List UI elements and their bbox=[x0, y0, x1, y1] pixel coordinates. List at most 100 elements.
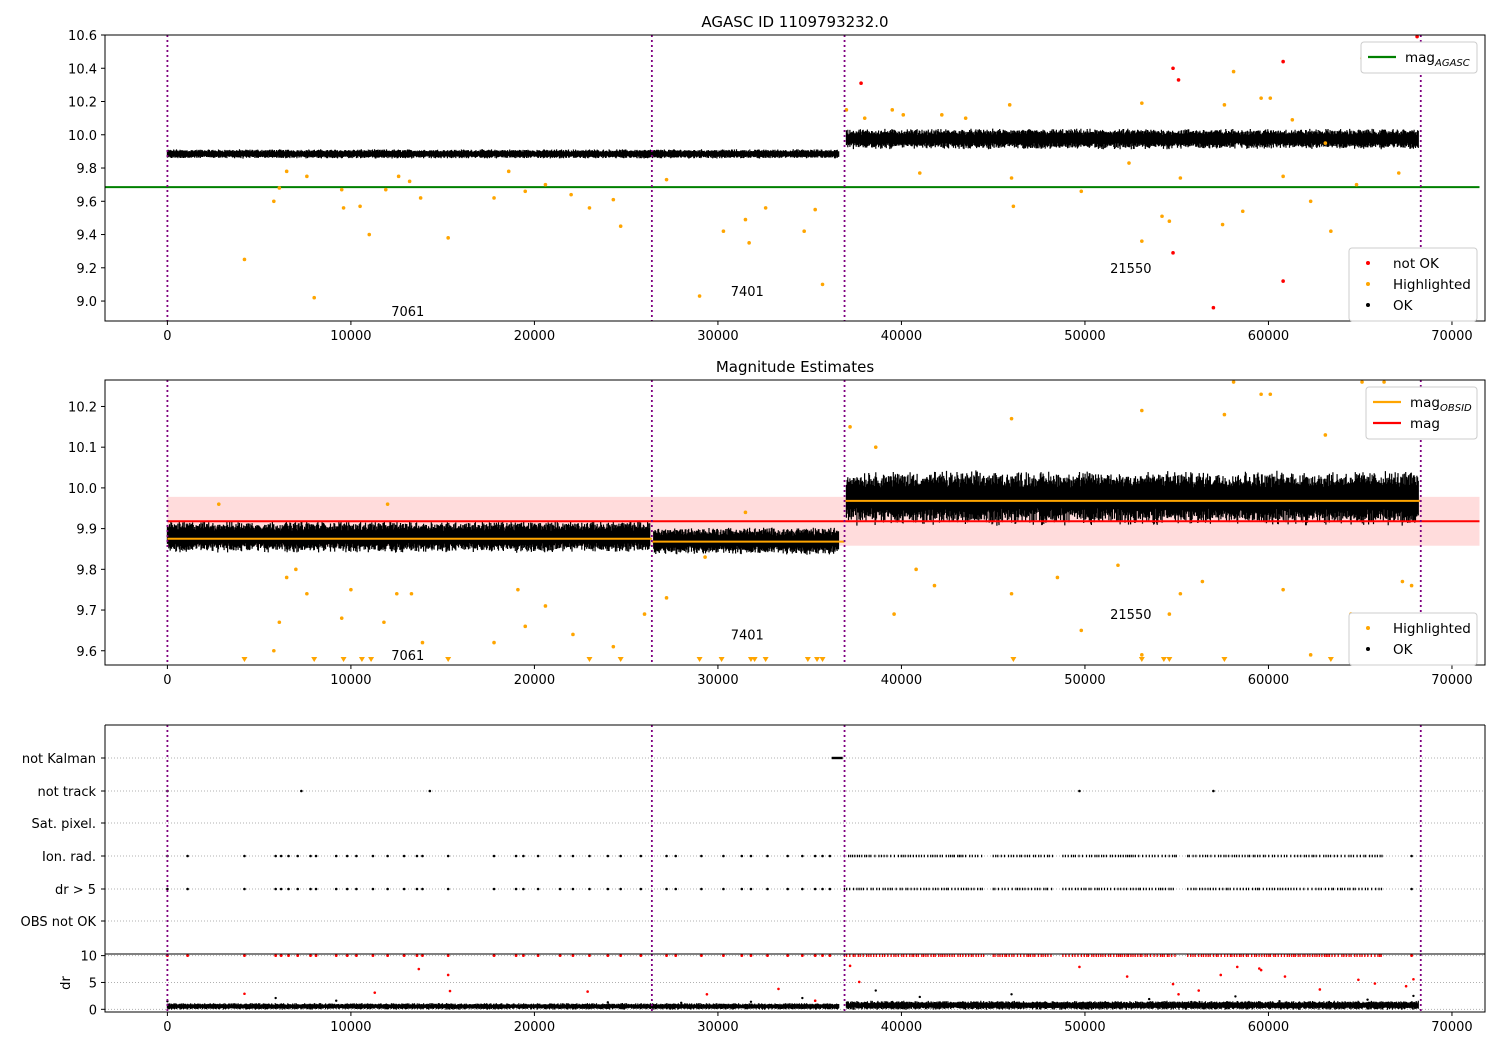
dr-ok-point bbox=[918, 995, 921, 999]
y-tick-label: 10.4 bbox=[68, 62, 97, 77]
highlighted-point bbox=[1323, 433, 1328, 437]
dr-ok-point bbox=[1278, 1000, 1281, 1003]
x-tick-label: 20000 bbox=[514, 673, 555, 688]
flag-point bbox=[514, 854, 518, 858]
below-range-marker bbox=[445, 657, 452, 662]
flag-point bbox=[665, 887, 668, 891]
dr-clipped-cluster bbox=[1062, 954, 1176, 958]
legend-dot-swatch bbox=[1366, 282, 1370, 286]
flag-point bbox=[355, 854, 358, 858]
x-tick-label: 60000 bbox=[1248, 673, 1289, 688]
dr-clipped-point bbox=[536, 954, 540, 958]
flag-point bbox=[314, 887, 318, 891]
dr-clipped-point bbox=[402, 954, 406, 958]
highlighted-point bbox=[1127, 161, 1131, 165]
y-tick-label: 10.0 bbox=[68, 129, 97, 144]
highlighted-point bbox=[1268, 392, 1273, 397]
flag-point bbox=[619, 887, 622, 891]
below-range-marker bbox=[1010, 657, 1017, 662]
highlighted-point bbox=[932, 583, 937, 588]
below-range-marker bbox=[1160, 657, 1167, 662]
dr-not-ok-point bbox=[1171, 982, 1175, 986]
highlighted-point bbox=[1354, 182, 1359, 187]
obsid-label: 7061 bbox=[391, 305, 424, 320]
panel-title: Magnitude Estimates bbox=[716, 358, 874, 376]
highlighted-point bbox=[349, 587, 353, 592]
legend-box bbox=[1365, 386, 1478, 440]
obsid-label: 21550 bbox=[1110, 262, 1151, 277]
y-tick-label: 10.2 bbox=[68, 400, 97, 415]
highlighted-point bbox=[1231, 380, 1236, 384]
below-range-marker bbox=[1166, 657, 1173, 662]
not-ok-point bbox=[1211, 305, 1216, 310]
flag-point bbox=[821, 854, 824, 858]
highlighted-point bbox=[523, 624, 528, 629]
x-tick-label: 40000 bbox=[881, 673, 922, 688]
below-range-marker bbox=[1327, 657, 1334, 662]
dr-clipped-point bbox=[722, 954, 725, 958]
highlighted-point bbox=[1220, 222, 1225, 227]
highlighted-point bbox=[272, 199, 276, 204]
flag-point bbox=[446, 887, 450, 891]
dr-not-ok-point bbox=[448, 989, 452, 993]
dr-clipped-point bbox=[386, 954, 390, 958]
ok-points-cloud bbox=[166, 149, 840, 159]
y-tick-label: 9.6 bbox=[76, 645, 97, 660]
highlighted-point bbox=[664, 596, 669, 600]
flag-point bbox=[371, 887, 375, 891]
flag-point bbox=[296, 887, 299, 891]
dr-clipped-point bbox=[1410, 954, 1413, 958]
dr-not-ok-point bbox=[1259, 968, 1263, 972]
legend-label-subscript: OBSID bbox=[1440, 403, 1472, 414]
legend-dot-swatch bbox=[1366, 261, 1370, 265]
below-range-marker bbox=[311, 657, 318, 662]
y-tick-label: 10.1 bbox=[68, 441, 97, 456]
highlighted-point bbox=[1400, 579, 1405, 584]
dr-clipped-point bbox=[800, 954, 804, 958]
highlighted-point bbox=[848, 425, 852, 429]
dr-clipped-point bbox=[786, 954, 790, 958]
flag-point-cluster bbox=[992, 854, 1054, 858]
dr-clipped-cluster bbox=[843, 954, 985, 958]
highlighted-point bbox=[1409, 583, 1414, 588]
highlighted-point bbox=[1140, 239, 1144, 243]
flag-point bbox=[674, 887, 678, 891]
flag-point bbox=[1078, 789, 1081, 793]
legend-dot-swatch bbox=[1366, 303, 1370, 307]
dr-ok-point bbox=[1234, 995, 1237, 998]
highlighted-point bbox=[1222, 412, 1227, 417]
flag-point bbox=[492, 854, 496, 858]
dr-clipped-point bbox=[674, 954, 678, 958]
y-tick-label: 0 bbox=[89, 1003, 97, 1018]
flag-point bbox=[786, 887, 789, 891]
dr-clipped-point bbox=[309, 954, 312, 958]
dr-clipped-point bbox=[588, 954, 591, 958]
below-range-marker bbox=[696, 657, 703, 662]
dr-ok-point bbox=[1366, 998, 1369, 1001]
highlighted-point bbox=[385, 502, 390, 506]
flag-point bbox=[514, 887, 518, 891]
dr-clipped-point bbox=[571, 954, 575, 958]
highlighted-point bbox=[492, 640, 496, 645]
legend-label: OK bbox=[1393, 298, 1414, 314]
below-range-marker bbox=[358, 657, 365, 662]
highlighted-point bbox=[1009, 591, 1014, 596]
x-tick-label: 30000 bbox=[697, 329, 738, 344]
flag-point-cluster bbox=[1187, 854, 1383, 858]
y-tick-label: 10.6 bbox=[68, 29, 97, 44]
panel-dr: 0 10000 20000 30000 40000 50000 60000 70000 0 5 10… bbox=[59, 950, 1486, 1035]
flag-point bbox=[639, 887, 643, 891]
highlighted-point bbox=[294, 567, 298, 572]
dr-clipped-point bbox=[514, 954, 518, 958]
highlighted-point bbox=[1268, 96, 1273, 100]
x-tick-label: 20000 bbox=[514, 329, 555, 344]
dr-clipped-point bbox=[287, 954, 290, 958]
highlighted-point bbox=[1240, 209, 1245, 214]
dr-clipped-point bbox=[314, 954, 318, 958]
flag-point bbox=[274, 887, 277, 891]
highlighted-point bbox=[611, 197, 616, 202]
dr-not-ok-point bbox=[705, 992, 709, 996]
dr-clipped-point bbox=[766, 954, 769, 958]
highlighted-point bbox=[516, 587, 520, 592]
highlighted-point bbox=[339, 187, 344, 192]
